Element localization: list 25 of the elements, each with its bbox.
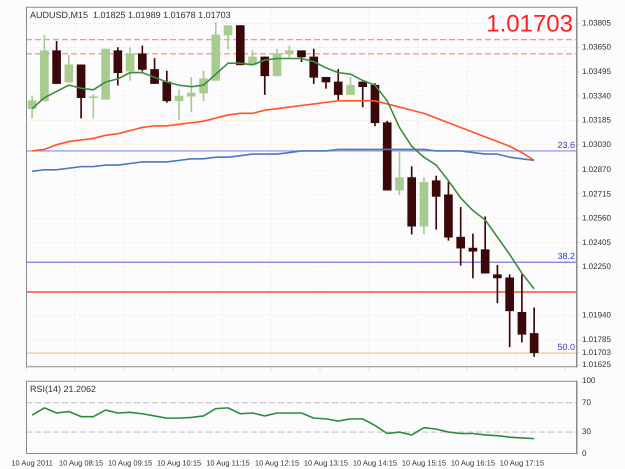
y-tick-label: 0 [582, 449, 587, 458]
annotation: 50.0 [557, 342, 575, 352]
y-tick-label: 1.02405 [582, 238, 612, 247]
y-tick-label: 1.03495 [582, 67, 612, 76]
y-tick-label: 1.03030 [582, 140, 612, 149]
y-tick-label: 70 [582, 398, 592, 407]
y-tick-label: 100 [582, 376, 596, 386]
y-tick-label: 1.02250 [582, 262, 612, 272]
y-tick-label: 1.02560 [582, 214, 612, 223]
y-tick-label: 1.03650 [582, 42, 612, 52]
y-tick-label: 1.01940 [582, 310, 612, 320]
y-tick-label: 1.03185 [582, 116, 612, 125]
y-tick-label: 1.01785 [582, 334, 612, 344]
y-tick-label: 1.02870 [582, 164, 612, 174]
chart-title: AUDUSD,M15 1.01825 1.01989 1.01678 1.01703 [30, 10, 231, 20]
y-tick-label: 1.01625 [582, 360, 612, 370]
annotation: 38.2 [557, 251, 575, 262]
y-tick-label: 1.03340 [582, 91, 612, 100]
chart-title: RSI(14) 21.2062 [30, 384, 96, 394]
y-tick-label: 1.01703 [582, 348, 612, 357]
annotation: 23.6 [557, 140, 575, 150]
y-tick-label: 1.03805 [582, 18, 612, 28]
annotation: 1.01703 [486, 10, 573, 38]
y-tick-label: 30 [582, 427, 592, 436]
y-tick-label: 1.02715 [582, 189, 612, 198]
